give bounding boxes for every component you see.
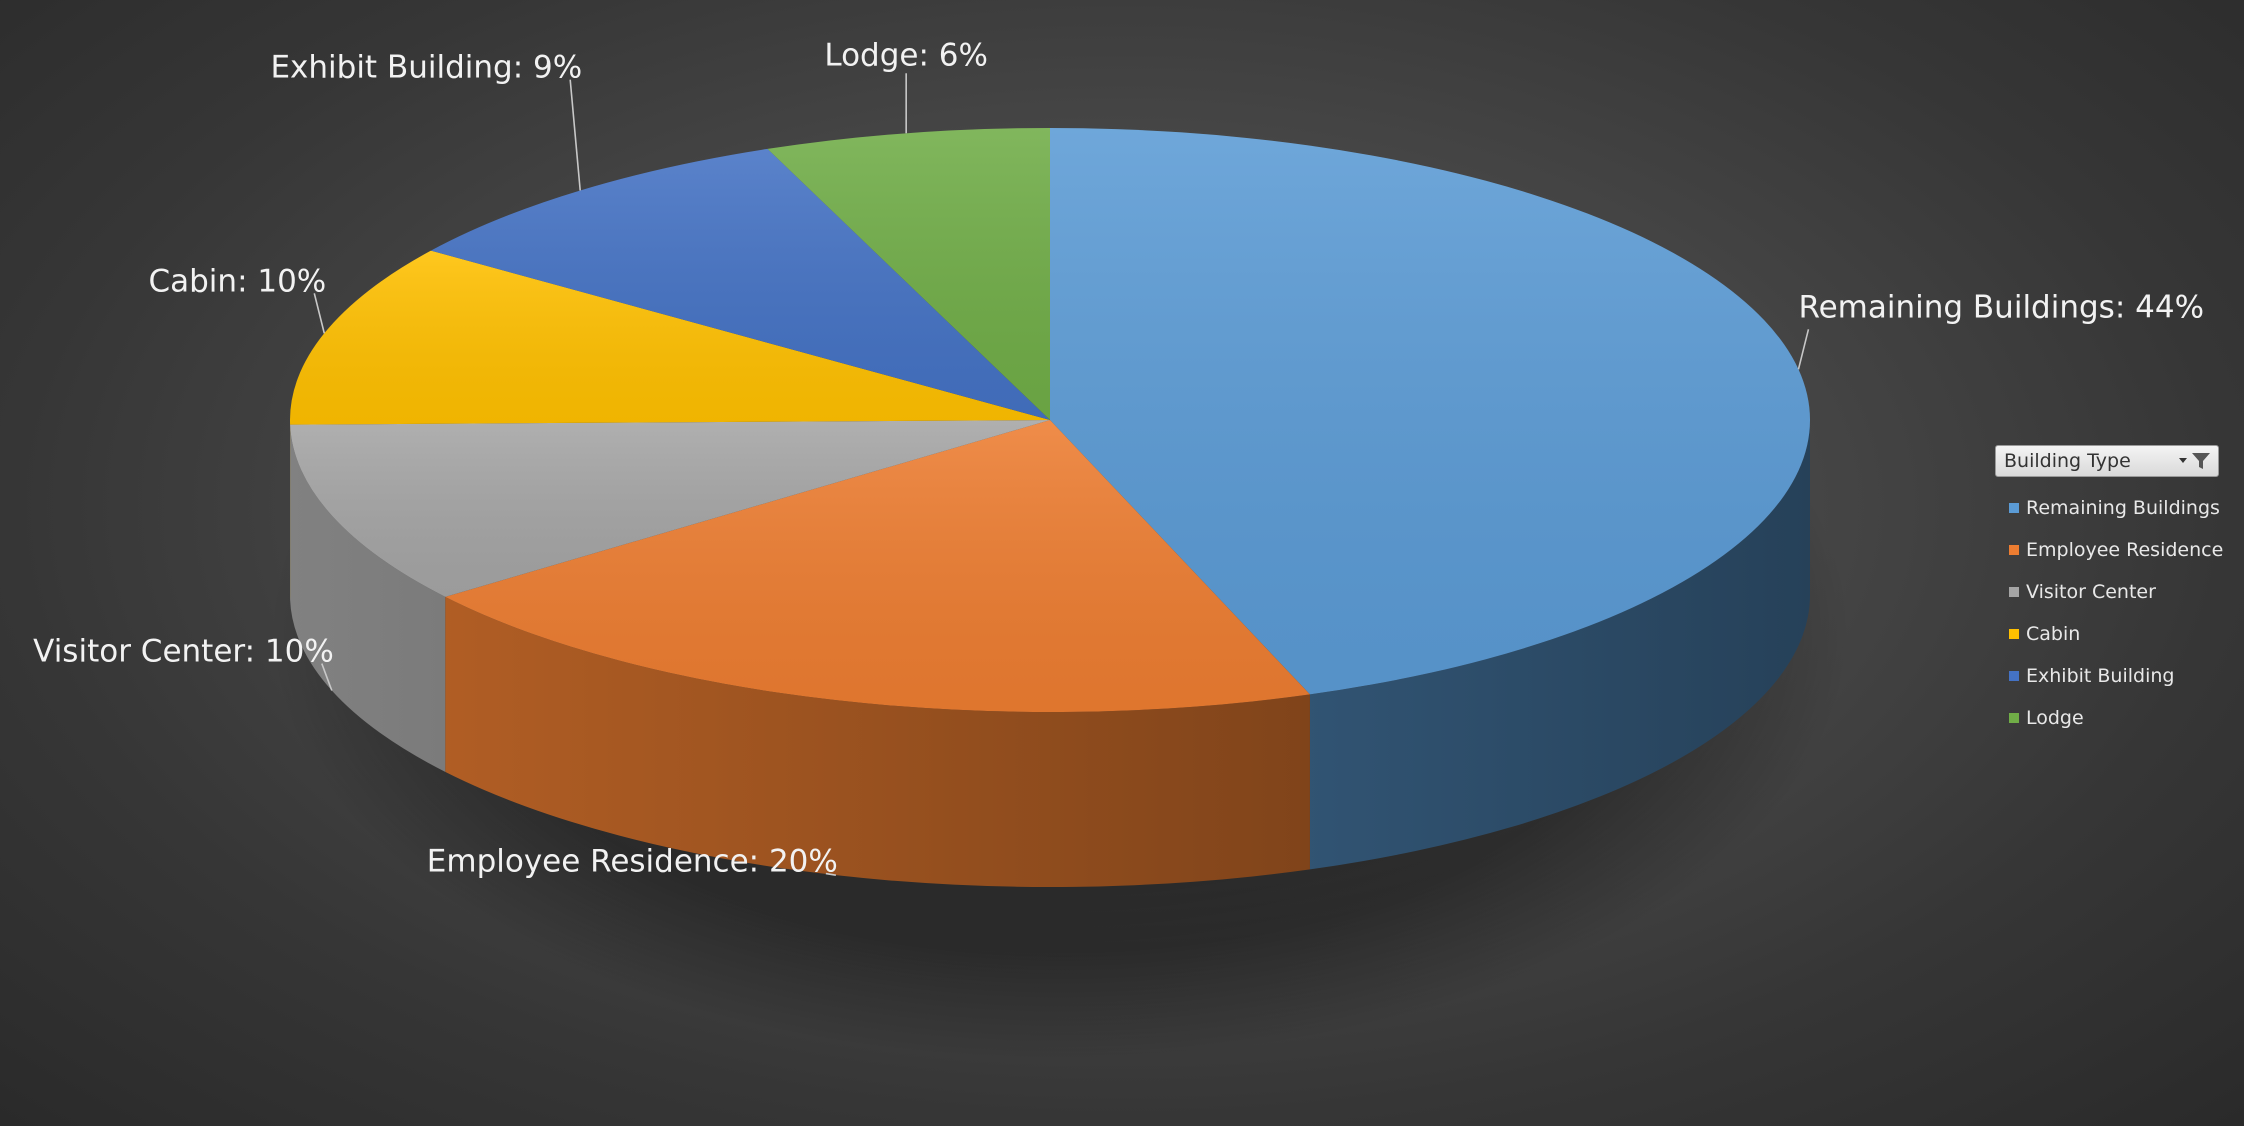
legend-item-remaining-buildings[interactable]: Remaining Buildings <box>1995 487 2225 529</box>
funnel-icon <box>2192 453 2210 469</box>
legend-item-cabin[interactable]: Cabin <box>1995 613 2225 655</box>
data-label-lodge: Lodge: 6% <box>824 37 988 73</box>
legend-item-lodge[interactable]: Lodge <box>1995 697 2225 739</box>
leader-line-visitor-center <box>321 663 333 691</box>
filter-icon[interactable] <box>2178 450 2212 472</box>
legend-label: Lodge <box>2026 707 2084 729</box>
legend-item-visitor-center[interactable]: Visitor Center <box>1995 571 2225 613</box>
legend-label: Exhibit Building <box>2026 665 2175 687</box>
legend-swatch <box>2009 629 2019 639</box>
legend-item-exhibit-building[interactable]: Exhibit Building <box>1995 655 2225 697</box>
legend-label: Employee Residence <box>2026 539 2224 561</box>
dropdown-arrow-icon <box>2179 458 2187 463</box>
legend-swatch <box>2009 713 2019 723</box>
leader-line-cabin <box>313 293 326 334</box>
legend-swatch <box>2009 503 2019 513</box>
data-label-visitor-center: Visitor Center: 10% <box>33 634 334 670</box>
legend-title: Building Type <box>2004 450 2131 472</box>
legend: Building Type Remaining Buildings Employe… <box>1995 445 2225 739</box>
data-label-cabin: Cabin: 10% <box>148 263 326 299</box>
legend-filter-button[interactable]: Building Type <box>1995 445 2219 477</box>
data-label-employee-residence: Employee Residence: 20% <box>427 844 838 880</box>
legend-swatch <box>2009 587 2019 597</box>
legend-swatch <box>2009 545 2019 555</box>
pie-side-visitor-center <box>290 424 446 772</box>
pie-side-employee-residence <box>445 596 1310 888</box>
legend-label: Cabin <box>2026 623 2081 645</box>
data-label-exhibit-building: Exhibit Building: 9% <box>270 50 582 86</box>
legend-item-employee-residence[interactable]: Employee Residence <box>1995 529 2225 571</box>
leader-line-employee-residence <box>825 872 837 876</box>
legend-items: Remaining Buildings Employee Residence Vis… <box>1995 487 2225 739</box>
leader-line-exhibit-building <box>569 79 581 191</box>
legend-swatch <box>2009 671 2019 681</box>
leader-line-remaining-buildings <box>1797 329 1810 370</box>
legend-label: Remaining Buildings <box>2026 497 2220 519</box>
legend-label: Visitor Center <box>2026 581 2156 603</box>
data-label-remaining-buildings: Remaining Buildings: 44% <box>1798 289 2204 325</box>
